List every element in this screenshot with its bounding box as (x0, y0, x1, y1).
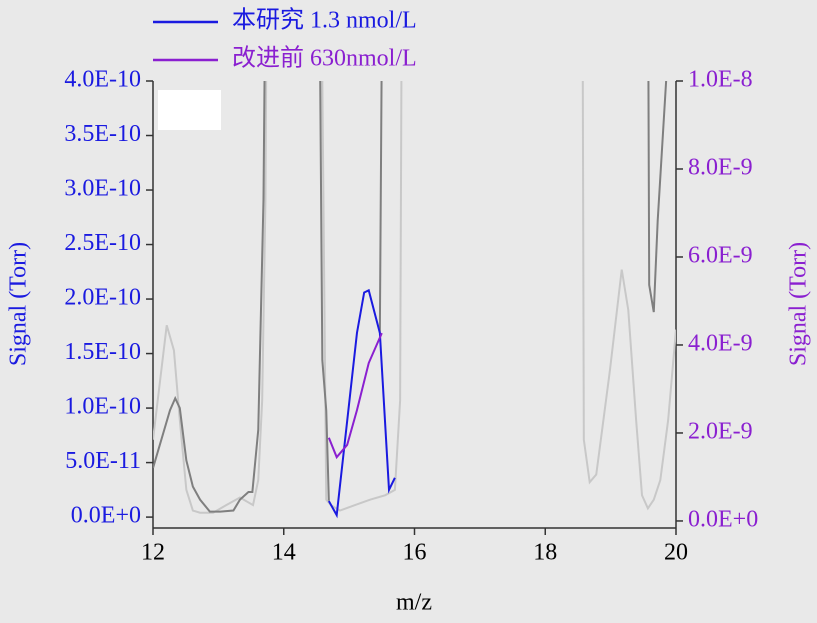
x-tick-label: 16 (403, 540, 427, 566)
legend-box (158, 90, 221, 130)
y-tick-label: 3.5E-10 (64, 121, 141, 147)
x-tick-label: 14 (272, 540, 296, 566)
y-tick-label: 4.0E-10 (64, 67, 141, 93)
y-axis-label: Signal (Torr) (6, 242, 32, 366)
x-tick-label: 18 (533, 540, 557, 566)
series-line (327, 288, 396, 519)
y-tick-label: 2.0E-10 (64, 285, 141, 311)
y-tick-label: 1.0E-10 (64, 394, 141, 420)
y-tick-label: 5.0E-11 (65, 448, 141, 474)
plot-area (153, 81, 676, 519)
y2-tick-label: 8.0E-9 (688, 154, 753, 180)
y2-tick-label: 2.0E-9 (688, 418, 753, 444)
x-axis-label: m/z (396, 590, 432, 616)
series-line (153, 81, 668, 513)
y-tick-label: 1.5E-10 (64, 339, 141, 365)
y-tick-label: 2.5E-10 (64, 230, 141, 256)
legend-label: 改进前 630nmol/L (232, 45, 417, 72)
x-tick-label: 12 (141, 540, 165, 566)
y2-tick-label: 4.0E-9 (688, 330, 753, 356)
y-tick-label: 0.0E+0 (71, 503, 141, 529)
y2-tick-label: 6.0E-9 (688, 242, 753, 268)
legend-label: 本研究 1.3 nmol/L (232, 7, 417, 34)
y2-axis-label: Signal (Torr) (786, 242, 812, 366)
y2-tick-label: 0.0E+0 (688, 506, 758, 532)
x-tick-label: 20 (664, 540, 688, 566)
series-line (327, 332, 383, 460)
y2-tick-label: 1.0E-8 (688, 67, 753, 93)
series-line (153, 81, 676, 514)
y-tick-label: 3.0E-10 (64, 176, 141, 202)
